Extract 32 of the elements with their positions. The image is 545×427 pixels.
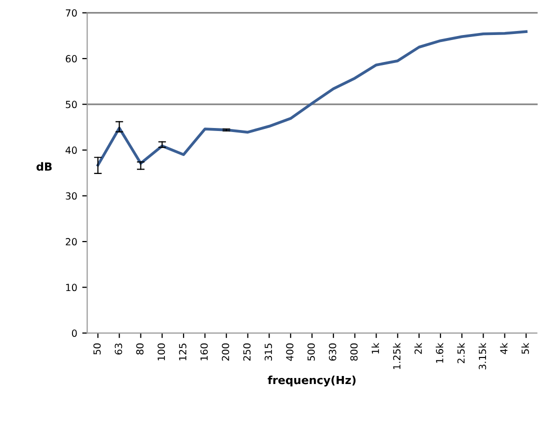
- x-tick-label: 125: [179, 344, 186, 360]
- y-tick-label: 40: [66, 146, 77, 154]
- y-axis-title: dB: [36, 162, 52, 171]
- line-series: [96, 30, 528, 167]
- x-tick-label: 3.15k: [478, 342, 486, 370]
- x-tick-label: 1k: [372, 342, 379, 354]
- x-tick-label: 400: [286, 343, 294, 361]
- x-tick-label: 1.25k: [392, 342, 400, 369]
- y-tick-label: 70: [66, 9, 77, 17]
- x-tick-label: 500: [307, 343, 315, 361]
- y-tick-label: 50: [66, 100, 77, 108]
- y-tick-label: 0: [72, 330, 77, 337]
- x-tick-label: 1.6k: [436, 342, 444, 363]
- x-tick-label: 63: [114, 344, 122, 354]
- x-axis-title: frequency(Hz): [268, 376, 356, 386]
- x-tick-label: 100: [158, 343, 165, 360]
- x-tick-label: 50: [93, 343, 101, 354]
- y-tick-label: 30: [66, 192, 77, 200]
- x-tick-label: 80: [136, 343, 144, 354]
- y-tick-label: 10: [66, 284, 77, 292]
- x-tick-label: 2k: [414, 342, 422, 354]
- x-tick-label: 160: [200, 343, 208, 360]
- x-tick-label: 200: [222, 343, 230, 361]
- x-tick-label: 315: [264, 344, 272, 361]
- x-tick-label: 2.5k: [457, 342, 465, 364]
- y-tick-label: 20: [66, 238, 77, 246]
- x-tick-label: 5k: [521, 342, 529, 354]
- x-tick-label: 800: [350, 343, 358, 361]
- y-tick-label: 60: [66, 55, 77, 62]
- x-tick-label: 250: [243, 343, 251, 361]
- x-tick-label: 4k: [500, 342, 508, 354]
- x-tick-label: 630: [328, 343, 336, 361]
